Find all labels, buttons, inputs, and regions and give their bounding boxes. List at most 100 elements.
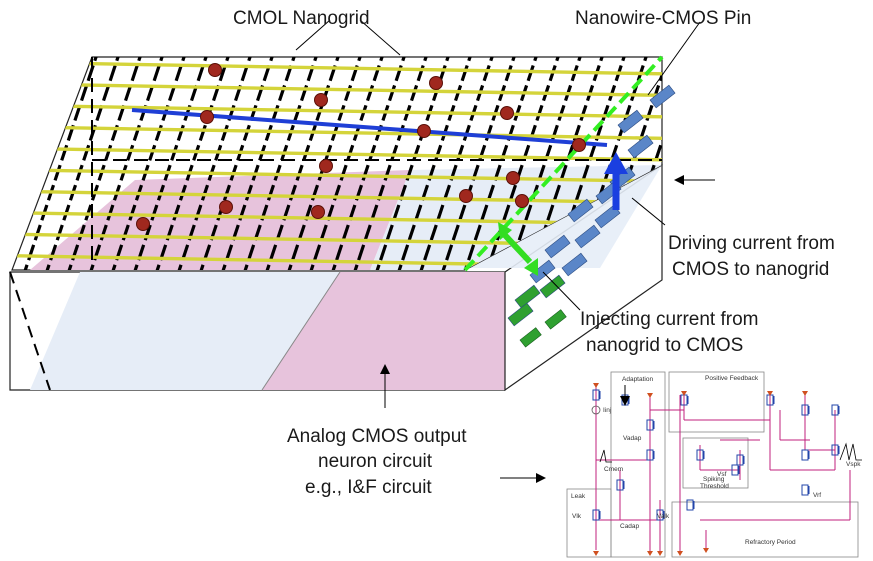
supply-marker (681, 391, 687, 396)
transistor (656, 509, 664, 521)
supply-marker (647, 551, 653, 556)
nanodevice-dot (319, 159, 333, 173)
nanodevice-dot (219, 200, 233, 214)
circuit-positive-feedback: Positive Feedback (705, 375, 759, 382)
yellow-nanowire (12, 103, 662, 119)
circuit-spiking-2: Threshold (700, 483, 729, 490)
nanogrid-pointer-1 (295, 19, 331, 51)
injecting-arrowhead-up (498, 222, 512, 240)
circuit-refractory: Refractory Period (745, 539, 796, 546)
label-injecting-1: Injecting current from (580, 309, 758, 330)
transistor (646, 449, 654, 461)
label-analog-1: Analog CMOS output (287, 426, 467, 447)
transistor (831, 444, 839, 456)
transistor (801, 484, 809, 496)
nanodevice-dot (500, 106, 514, 120)
circuit-transistors (592, 383, 840, 556)
transistor (696, 449, 704, 461)
yellow-nanowire (12, 60, 662, 76)
circuit-leak: Leak (571, 493, 586, 500)
pin-pad (507, 302, 534, 327)
transistor (686, 499, 694, 511)
circuit-cmem: Cmem (604, 466, 623, 473)
transistor (646, 419, 654, 431)
transistor (616, 479, 624, 491)
circuit-vrf: Vrf (813, 492, 821, 499)
label-analog-2: neuron circuit (318, 451, 433, 472)
injecting-arrowhead-down (524, 258, 538, 276)
circuit-iinj: Iinj (603, 407, 611, 414)
pin-pad (567, 198, 594, 223)
yellow-nanowire (12, 189, 662, 205)
pin-pad (519, 327, 542, 348)
spike-waveform-left (599, 449, 612, 463)
circuit-vlk-left: Vlk (572, 513, 582, 520)
nanodevice-dot (429, 76, 443, 90)
circuit-adaptation: Adaptation (622, 376, 653, 383)
positive-feedback-box (668, 371, 765, 433)
pin-pad (529, 259, 556, 284)
transistor (831, 404, 839, 416)
refractory-box (671, 501, 859, 558)
injecting-current-arrow (499, 229, 533, 265)
green-wire (463, 55, 664, 272)
transistor (592, 389, 600, 401)
supply-marker (703, 548, 709, 553)
nanodevice-dot (136, 217, 150, 231)
supply-marker (657, 551, 663, 556)
pin-pad (544, 309, 567, 330)
nanodevice-dot (314, 93, 328, 107)
label-pin: Nanowire-CMOS Pin (575, 8, 751, 29)
pin-pad (561, 252, 588, 277)
nanodevice-dot (515, 194, 529, 208)
circuit-cadap: Cadap (620, 523, 640, 530)
supply-marker (593, 383, 599, 388)
block-front-face (9, 271, 506, 391)
pin-pad (539, 274, 566, 299)
spike-waveform-right (839, 442, 862, 461)
supply-marker (647, 393, 653, 398)
light-region (370, 165, 662, 270)
nanodevice-dot (208, 63, 222, 77)
transistor (731, 464, 739, 476)
pin-pointer (647, 21, 701, 96)
pin-pad (617, 109, 644, 134)
circuit-vsf: Vsf (717, 471, 727, 478)
adaptation-box (610, 371, 666, 558)
injecting-pointer (542, 271, 581, 311)
if-circuit: Adaptation Positive Feedback Spiking Thr… (566, 371, 862, 558)
nanodevice-dot (572, 138, 586, 152)
circuit-vadap: Vadap (623, 435, 642, 442)
nanodevice-dots (136, 63, 586, 231)
label-analog-3: e.g., I&F circuit (305, 477, 432, 498)
label-injecting-2: nanogrid to CMOS (586, 335, 743, 356)
yellow-nanowire (12, 124, 662, 141)
nanogrid-pointer-2 (359, 19, 401, 56)
transistor (801, 449, 809, 461)
nanowire-cmos-pins (507, 84, 676, 348)
nanodevice-dot (200, 110, 214, 124)
nanodevice-dot (459, 189, 473, 203)
nanodevice-dot (311, 205, 325, 219)
nanogrid-yellow-wires (12, 60, 662, 270)
label-nanogrid: CMOL Nanogrid (233, 8, 370, 29)
label-driving-1: Driving current from (668, 233, 835, 254)
pin-pad (544, 234, 571, 259)
circuit-vlk-right: Valk (657, 513, 670, 520)
circuit-spiking-1: Spiking (703, 476, 725, 483)
supply-marker (802, 391, 808, 396)
circuit-wiring (595, 385, 851, 552)
yellow-nanowire (12, 167, 662, 184)
pin-pad (627, 134, 654, 159)
pin-pad (514, 284, 541, 309)
pin-pad (649, 84, 676, 109)
yellow-nanowire (12, 146, 662, 162)
label-driving-2: CMOS to nanogrid (672, 259, 829, 280)
nanodevice-dot (506, 171, 520, 185)
transistor (801, 404, 809, 416)
transistor (592, 509, 600, 521)
nanodevice-dot (417, 124, 431, 138)
nanogrid-top (11, 55, 664, 272)
transistor (736, 454, 744, 466)
